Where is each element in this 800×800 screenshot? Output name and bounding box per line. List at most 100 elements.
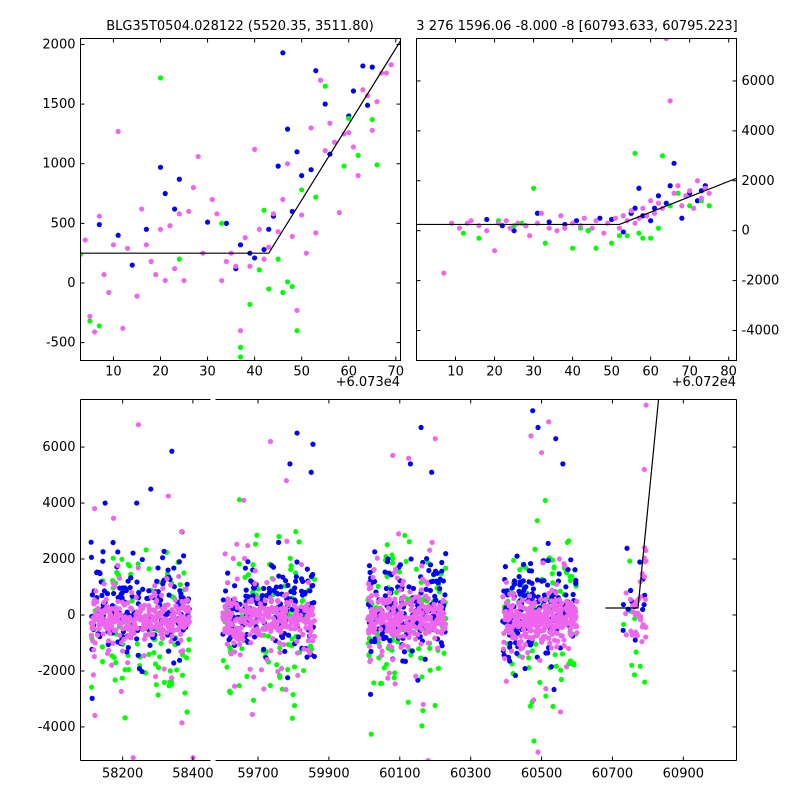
bottom-magenta-point-2066	[541, 602, 547, 609]
top-right-magenta-point-25	[601, 230, 607, 236]
bottom-magenta-point-1094	[255, 631, 262, 638]
bottom-magenta-point-2275	[543, 686, 549, 692]
bottom-magenta-point-2274	[555, 607, 562, 613]
bottom-magenta-point-535	[164, 576, 170, 582]
top-left-green-point-22	[355, 152, 361, 158]
top-left-magenta-point-25	[209, 196, 215, 203]
bottom-magenta-point-1058	[267, 595, 274, 601]
bottom-magenta-point-904	[261, 686, 267, 692]
bottom-magenta-point-2224	[572, 616, 578, 622]
bottom-blue-point-1727	[407, 461, 414, 467]
bottom-blue-point-1960	[568, 557, 574, 563]
bottom-magenta-point-2353	[634, 632, 640, 639]
top-left-blue-point-17	[275, 163, 281, 169]
bottom-blue-point-835	[250, 585, 257, 591]
bottom-magenta-point-1643	[401, 633, 407, 639]
bottom-blue-point-135	[165, 567, 171, 573]
bottom-magenta-point-1486	[366, 630, 372, 636]
bottom-green-point-599	[236, 683, 242, 689]
bottom-magenta-point-1125	[220, 612, 227, 618]
bottom-blue-point-833	[243, 593, 249, 599]
bottom-blue-point-1939	[521, 561, 527, 568]
bottom-magenta-point-1136	[274, 610, 280, 616]
bottom-magenta-point-2166	[503, 678, 509, 684]
bottom-blue-point-1726	[418, 424, 424, 431]
bottom-magenta-point-276	[172, 597, 178, 603]
bottom-magenta-point-2289	[536, 607, 542, 613]
bottom-green-point-597	[245, 572, 252, 578]
bottom-green-point-19	[181, 570, 187, 576]
bottom-magenta-point-1092	[294, 638, 300, 645]
top-left-magenta-point-0	[82, 237, 88, 243]
bottom-magenta-point-2194	[516, 641, 522, 648]
bottom-green-point-26	[153, 682, 159, 688]
bottom-magenta-point-899	[298, 604, 305, 610]
bottom-magenta-point-2148	[500, 646, 507, 652]
bottom-green-point-625	[299, 598, 305, 604]
bottom-magenta-point-421	[152, 583, 158, 589]
bottom-blue-point-752	[261, 585, 267, 592]
top-right-magenta-point-34	[640, 205, 646, 211]
bottom-magenta-point-2297	[568, 614, 574, 621]
top-left-blue-point-7	[176, 176, 182, 182]
bottom-magenta-point-2288	[547, 629, 553, 635]
bottom-green-point-1201	[420, 708, 426, 714]
top-right-blue-point-14	[636, 185, 642, 191]
bottom-magenta-point-1667	[426, 629, 432, 635]
bottom-blue-point-793	[292, 585, 298, 591]
bottom-magenta-point-2059	[561, 637, 567, 643]
top-left-ytick-label-2: 500	[51, 216, 76, 231]
bottom-magenta-point-2196	[559, 633, 565, 639]
bottom-magenta-point-1634	[391, 608, 397, 614]
top-right-magenta-point-45	[683, 193, 689, 199]
bottom-magenta-point-545	[146, 603, 152, 609]
bottom-ytick-label-0: -4000	[38, 720, 76, 735]
bottom-xtick-label-4: 60100	[379, 767, 420, 782]
bottom-blue-point-163	[125, 578, 131, 584]
top-left-green-point-24	[374, 162, 380, 168]
bottom-magenta-point-329	[91, 654, 97, 660]
bottom-magenta-point-313	[119, 648, 126, 654]
bottom-magenta-point-1104	[266, 607, 272, 613]
bottom-magenta-point-1007	[300, 631, 306, 638]
bottom-magenta-point-1137	[275, 618, 282, 624]
bottom-blue-point-143	[136, 590, 142, 596]
bottom-blue-point-184	[161, 548, 167, 554]
top-left-blue-point-13	[252, 255, 258, 261]
top-right-green-point-9	[585, 228, 591, 234]
bottom-green-point-1189	[391, 675, 397, 681]
bottom-magenta-point-1722	[380, 596, 386, 603]
bottom-green-point-1790	[552, 652, 558, 658]
bottom-green-point-75	[185, 647, 192, 653]
bottom-magenta-point-2270	[511, 632, 517, 639]
bottom-green-point-1194	[427, 667, 433, 673]
bottom-magenta-point-2218	[561, 561, 567, 567]
bottom-blue-point-2306	[560, 461, 566, 467]
bottom-magenta-point-274	[117, 632, 123, 638]
bottom-blue-point-228	[110, 539, 116, 546]
top-right-xtick-label-5: 60	[642, 365, 659, 380]
bottom-magenta-point-1557	[397, 587, 403, 593]
top-left-ytick-label-5: 2000	[42, 37, 75, 52]
bottom-green-point-638	[277, 645, 283, 651]
bottom-green-point-1756	[550, 580, 556, 586]
bottom-blue-point-132	[176, 657, 183, 663]
bottom-blue-point-1998	[556, 571, 562, 577]
bottom-magenta-point-1113	[248, 599, 254, 605]
bottom-magenta-point-467	[104, 650, 111, 656]
top-right-blue-point-10	[609, 216, 615, 223]
bottom-magenta-point-568	[114, 613, 120, 619]
top-right-blue-point-22	[679, 215, 685, 221]
bottom-magenta-point-1725	[440, 618, 446, 624]
bottom-blue-point-813	[307, 588, 313, 594]
top-left-marks	[80, 40, 401, 360]
top-left-magenta-point-10	[134, 293, 140, 299]
bottom-magenta-point-500	[159, 635, 166, 641]
bottom-xtick-label-1: 58400	[172, 767, 213, 782]
top-right-magenta-point-27	[612, 215, 619, 221]
bottom-blue-point-1911	[507, 644, 513, 650]
top-right-ytick-label-2: 0	[742, 224, 750, 239]
bottom-green-point-1803	[549, 557, 556, 563]
bottom-blue-point-727	[276, 573, 282, 579]
bottom-magenta-point-290	[110, 515, 117, 521]
